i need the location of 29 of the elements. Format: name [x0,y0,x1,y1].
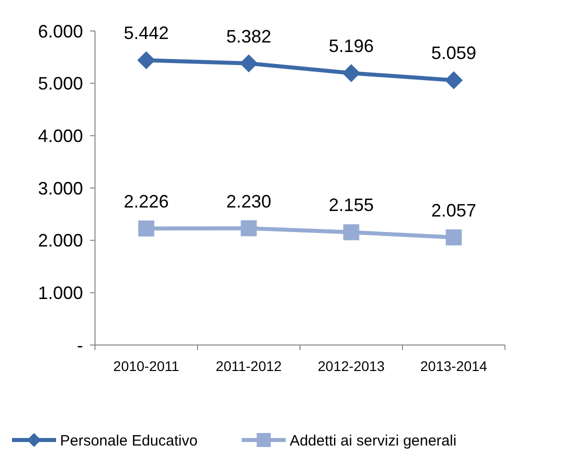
legend-label: Personale Educativo [60,432,198,450]
x-tick-label: 2010-2011 [113,358,180,374]
point [240,54,258,72]
data-label: 5.442 [124,23,169,44]
point [446,229,462,246]
y-tick-label: 4.000 [38,126,83,146]
point [137,51,156,70]
legend-label: Addetti ai servizi generali [290,432,456,450]
point [138,220,154,237]
y-tick-label: 6.000 [38,21,83,42]
data-label: 5.059 [431,43,476,64]
y-tick-label: 5.000 [38,74,83,94]
y-tick-label: 1.000 [38,282,83,303]
data-label: 5.382 [226,26,272,46]
x-tick-label: 2012-2013 [318,358,385,374]
y-tick-label: 3.000 [38,178,83,198]
y-tick-label: - [77,335,83,356]
point [343,224,360,240]
data-label: 2.057 [431,200,476,220]
data-label: 2.226 [124,192,169,212]
x-tick-label: 2013-2014 [420,358,488,374]
point [240,220,257,236]
point [342,64,360,82]
point [444,71,463,90]
data-label: 2.230 [226,191,272,212]
data-label: 5.196 [328,36,374,56]
data-label: 2.155 [328,195,374,216]
y-tick-label: 2.000 [38,230,83,251]
x-tick-label: 2011-2012 [216,358,282,374]
